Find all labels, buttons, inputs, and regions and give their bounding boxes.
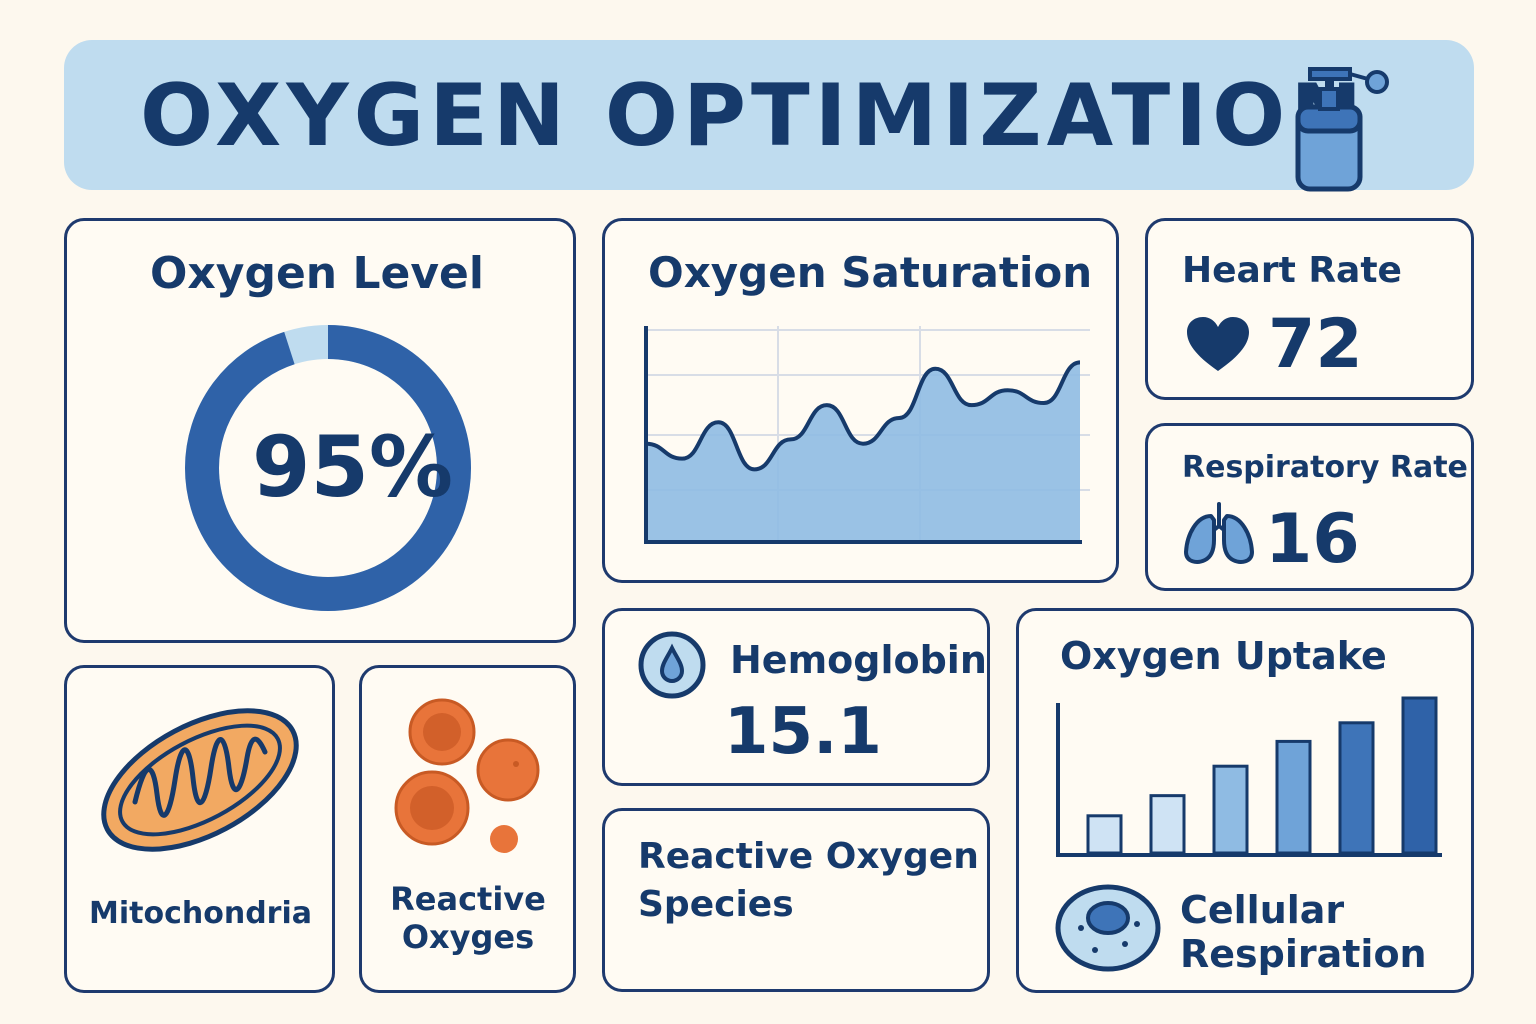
heart-rate-card <box>1145 218 1474 400</box>
heart-rate-title: Heart Rate <box>1182 250 1402 291</box>
cell-icon <box>1055 884 1161 972</box>
cells-icon <box>394 698 540 853</box>
respiratory-rate-title: Respiratory Rate <box>1182 450 1468 485</box>
oxygen-saturation-title: Oxygen Saturation <box>648 248 1093 297</box>
mitochondria-label: Mitochondria <box>89 896 312 931</box>
uptake-bar <box>1086 814 1123 855</box>
oxygen-level-gauge <box>185 325 471 611</box>
oxygen-uptake-chart <box>1056 696 1442 857</box>
uptake-bar <box>1401 696 1438 855</box>
droplet-icon <box>638 631 706 699</box>
reactive-oxyges-label-line1: Reactive <box>390 880 546 918</box>
uptake-bar <box>1212 764 1249 855</box>
uptake-bar <box>1275 739 1312 855</box>
oxygen-level-value: 95% <box>252 418 454 516</box>
gauge-fill <box>185 325 471 611</box>
heart-icon <box>1187 317 1249 371</box>
saturation-line <box>645 360 1081 472</box>
cellular-respiration-line1: Cellular <box>1180 888 1345 932</box>
respiratory-rate-value: 16 <box>1265 500 1360 579</box>
reactive-oxygen-species-card <box>602 808 990 992</box>
hemoglobin-value: 15.1 <box>724 695 882 769</box>
lungs-icon <box>1184 502 1254 564</box>
heart-rate-value: 72 <box>1268 305 1363 384</box>
hemoglobin-title: Hemoglobin <box>730 638 987 682</box>
oxygen-tank-icon <box>1295 67 1389 192</box>
uptake-bar <box>1338 721 1375 855</box>
cellular-respiration-line2: Respiration <box>1180 932 1427 976</box>
oxygen-saturation-chart <box>644 326 1090 544</box>
oxygen-level-card <box>64 218 576 643</box>
title-banner <box>64 40 1474 190</box>
oxygen-level-title: Oxygen Level <box>150 248 484 299</box>
oxygen-uptake-title: Oxygen Uptake <box>1060 634 1387 678</box>
page-title: OXYGEN OPTIMIZATION <box>140 66 1368 166</box>
reactive-oxyges-label-line2: Oxyges <box>401 918 535 956</box>
mitochondria-icon <box>101 708 299 852</box>
reactive-oxygen-species-line2: Species <box>638 884 794 925</box>
reactive-oxygen-species-line1: Reactive Oxygen <box>638 836 979 877</box>
uptake-bar <box>1149 794 1186 855</box>
